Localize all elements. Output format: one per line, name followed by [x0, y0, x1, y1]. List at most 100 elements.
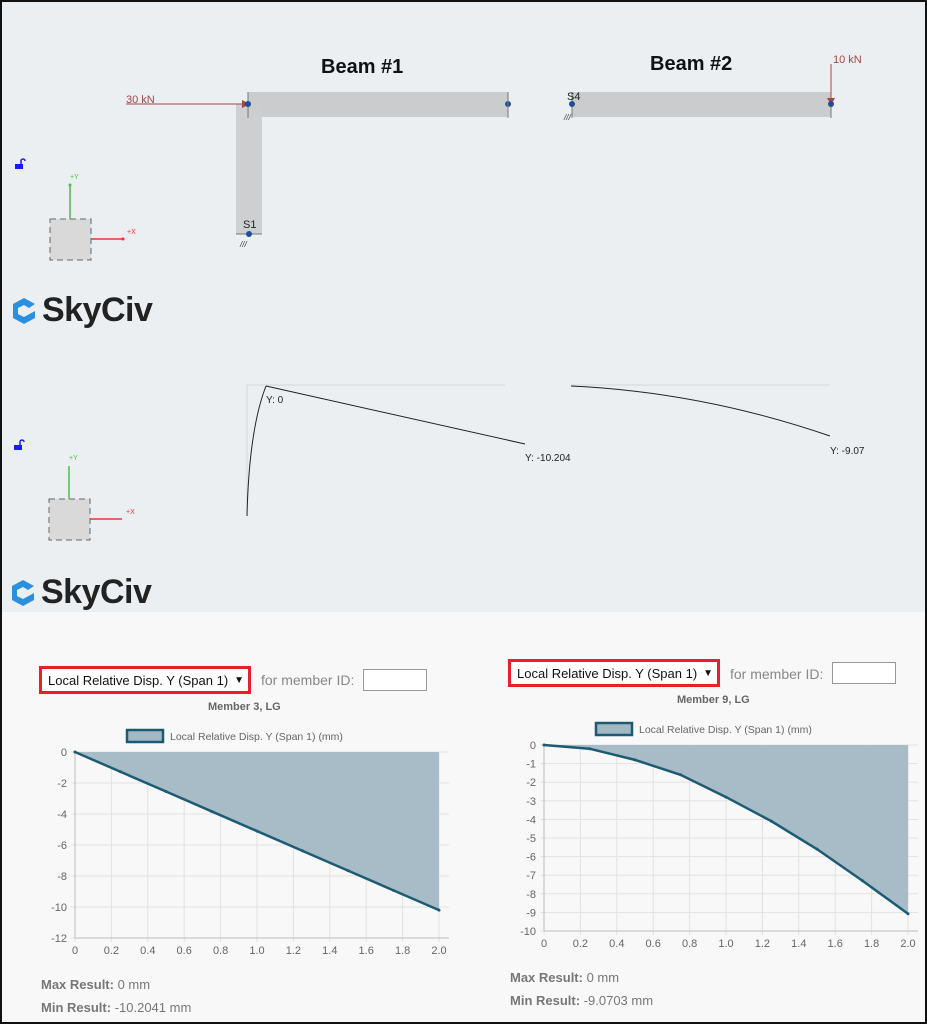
legend-label: Local Relative Disp. Y (Span 1) (mm)	[170, 731, 343, 743]
legend-label: Local Relative Disp. Y (Span 1) (mm)	[639, 724, 812, 736]
y-tick-label: -4	[57, 809, 67, 821]
node[interactable]	[246, 231, 252, 237]
y-tick-label: -6	[526, 852, 536, 864]
min-result: Min Result: -10.2041 mm	[41, 1000, 192, 1015]
deflection-label: Y: 0	[266, 395, 284, 406]
legend-swatch	[594, 721, 634, 737]
x-tick-label: 1.0	[718, 938, 733, 950]
member-label: Member 9, LG	[677, 694, 750, 706]
y-tick-label: -8	[57, 871, 67, 883]
x-tick-label: 1.4	[322, 945, 337, 957]
y-tick-label: -2	[57, 778, 67, 790]
lock-open-icon[interactable]	[15, 158, 26, 169]
member-beam1-column[interactable]	[236, 104, 262, 234]
x-tick-label: 0.6	[177, 945, 192, 957]
y-tick-label: -6	[57, 840, 67, 852]
fixed-support-icon: ///	[239, 240, 247, 249]
skyciv-logo: SkyCiv	[10, 291, 153, 330]
result-type-select[interactable]: Local Relative Disp. Y (Span 1) ▼	[508, 659, 721, 687]
x-tick-label: 2.0	[900, 938, 915, 950]
data-point	[633, 758, 637, 762]
data-point	[770, 819, 773, 823]
x-tick-label: 0.6	[646, 938, 661, 950]
y-tick-label: -4	[526, 814, 536, 826]
max-result: Max Result: 0 mm	[510, 970, 620, 985]
data-point	[392, 888, 395, 892]
x-tick-label: 0.4	[609, 938, 624, 950]
node[interactable]	[569, 101, 575, 107]
support-label-s1: S1	[243, 219, 257, 231]
member-beam2[interactable]	[572, 92, 831, 117]
x-tick-label: 0.8	[682, 938, 697, 950]
view-cube-icon[interactable]	[48, 498, 91, 541]
chart-1: 0 0.2 0.4 0.6 0.8 1.0 1.2 1.4 1.6 1.8 2.0 0 -2 -4 -6 -8…	[51, 728, 449, 957]
data-point	[255, 829, 259, 833]
support-label-s4: S4	[567, 91, 581, 103]
data-point	[588, 747, 591, 751]
model-viewport[interactable]: /// /// Beam #1 Beam #2 30 kN 10 kN S1 S…	[2, 2, 925, 612]
data-point	[346, 869, 350, 873]
x-tick-label: 2.0	[431, 945, 446, 957]
y-tick-label: -1	[526, 759, 536, 771]
result-type-select[interactable]: Local Relative Disp. Y (Span 1) ▼	[39, 666, 252, 694]
data-point	[301, 849, 304, 853]
member-id-input[interactable]	[832, 662, 896, 684]
beam1-title: Beam #1	[321, 56, 404, 78]
x-tick-label: 1.6	[359, 945, 374, 957]
x-tick-label: 1.8	[395, 945, 410, 957]
x-tick-label: 0	[72, 945, 78, 957]
data-point	[861, 879, 864, 883]
data-point	[542, 743, 546, 747]
x-axis-label: +X	[127, 229, 136, 236]
node[interactable]	[245, 101, 251, 107]
deflected-shape-beam2	[570, 385, 831, 437]
area-fill	[544, 745, 908, 914]
data-point	[164, 790, 168, 794]
max-result: Max Result: 0 mm	[41, 977, 151, 992]
x-tick-label: 0.4	[140, 945, 155, 957]
legend-swatch	[125, 728, 165, 744]
y-tick-label: -2	[526, 777, 536, 789]
data-point	[906, 912, 910, 916]
member-beam1-horizontal[interactable]	[248, 92, 508, 117]
x-tick-label: 1.6	[828, 938, 843, 950]
y-tick-label: -3	[526, 796, 536, 808]
y-tick-label: -8	[526, 889, 536, 901]
data-point	[679, 773, 682, 777]
member-id-input[interactable]	[363, 669, 427, 691]
x-tick-label: 1.2	[755, 938, 770, 950]
y-tick-label: -10	[520, 926, 536, 938]
x-axis-label: +X	[126, 509, 135, 516]
y-tick-label: -9	[526, 907, 536, 919]
x-tick-label: 1.2	[286, 945, 301, 957]
y-tick-label: 0	[530, 740, 536, 752]
member-id-label: for member ID:	[730, 666, 824, 682]
load-label-30kn: 30 kN	[126, 94, 155, 106]
node[interactable]	[828, 101, 834, 107]
data-point	[815, 847, 819, 851]
deflection-label: Y: -9.07	[830, 446, 865, 457]
y-axis-label: +Y	[69, 455, 78, 462]
y-tick-label: -12	[51, 933, 67, 945]
chevron-down-icon: ▼	[703, 667, 714, 679]
lock-open-icon[interactable]	[14, 439, 25, 450]
x-tick-label: 1.4	[791, 938, 806, 950]
y-axis-label: +Y	[70, 174, 79, 181]
skyciv-logo-icon	[13, 297, 35, 324]
model-canvas: /// ///	[14, 64, 835, 541]
data-point	[210, 809, 213, 813]
y-tick-label: -10	[51, 902, 67, 914]
x-tick-label: 1.8	[864, 938, 879, 950]
chevron-down-icon: ▼	[234, 674, 245, 686]
x-tick-label: 1.0	[249, 945, 264, 957]
y-tick-label: -5	[526, 833, 536, 845]
y-tick-label: 0	[61, 747, 67, 759]
data-point	[119, 770, 122, 774]
deflected-shape-beam1	[265, 385, 526, 445]
y-tick-label: -7	[526, 870, 536, 882]
skyciv-logo: SkyCiv	[9, 573, 152, 612]
area-fill	[75, 752, 439, 911]
data-point	[724, 795, 728, 799]
